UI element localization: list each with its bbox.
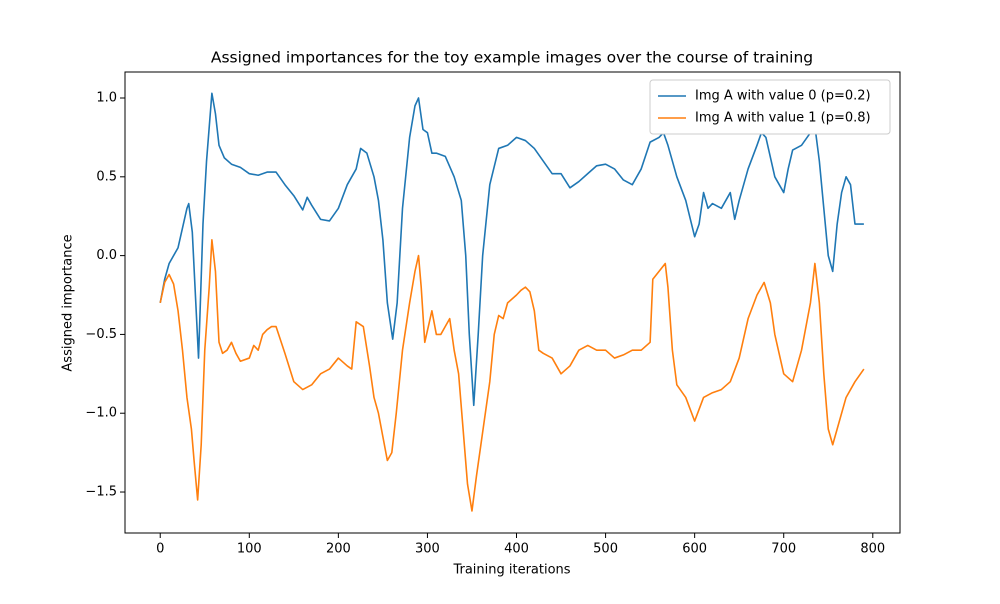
legend-box <box>649 79 891 135</box>
y-tick-label: −1.5 <box>85 485 117 500</box>
x-tick-label: 800 <box>860 542 885 557</box>
y-tick-label: −1.0 <box>85 406 117 421</box>
legend-label: Img A with value 0 (p=0.2) <box>695 89 871 104</box>
plot-frame <box>124 71 901 534</box>
x-axis-label: Training iterations <box>452 563 570 578</box>
x-tick-label: 200 <box>326 542 351 557</box>
x-tick-label: 500 <box>593 542 618 557</box>
x-tick-label: 600 <box>682 542 707 557</box>
x-tick-label: 0 <box>156 542 164 557</box>
x-tick-label: 100 <box>237 542 262 557</box>
legend-label: Img A with value 1 (p=0.8) <box>695 111 871 126</box>
x-tick-label: 300 <box>415 542 440 557</box>
y-tick-label: 1.0 <box>96 91 117 106</box>
y-axis-label: Assigned importance <box>61 234 76 371</box>
x-tick-label: 400 <box>504 542 529 557</box>
y-tick-label: 0.5 <box>96 169 117 184</box>
chart-title: Assigned importances for the toy example… <box>211 49 813 67</box>
x-tick-label: 700 <box>771 542 796 557</box>
y-tick-label: 0.0 <box>96 248 117 263</box>
y-tick-label: −0.5 <box>85 327 117 342</box>
series-line <box>159 239 865 512</box>
series-line <box>159 92 864 407</box>
